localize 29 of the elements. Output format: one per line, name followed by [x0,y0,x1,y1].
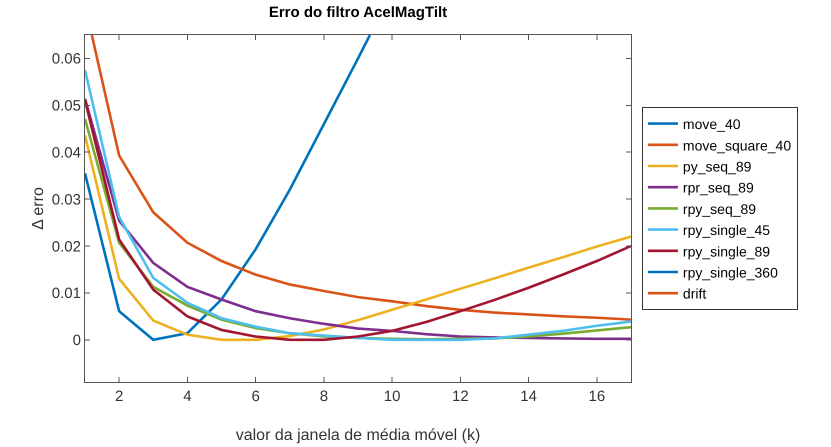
legend-label: rpy_single_89 [682,243,770,260]
y-axis-title: Δ erro [30,187,47,230]
line-series [85,35,372,342]
y-tick-label: 0.01 [52,285,81,302]
y-tick-label: 0 [72,332,81,350]
y-tick-label: 0.06 [52,50,81,68]
legend-label: rpy_seq_89 [682,200,756,217]
x-tick-label: 4 [183,388,192,405]
line-series [90,35,631,321]
x-tick-label: 8 [320,388,328,405]
chart-title: Erro do filtro AcelMagTilt [268,4,448,22]
y-tick-label: 0.03 [52,191,81,208]
y-tick-label: 0.04 [52,144,81,162]
x-tick-label: 2 [114,388,124,405]
y-tick-label: 0.02 [52,238,81,256]
x-tick-label: 14 [520,388,537,405]
x-tick-label: 12 [452,388,469,405]
legend-label: move_40 [682,116,741,132]
legend-label: rpy_single_360 [682,264,778,280]
legend-label: drift [682,286,706,302]
legend-label: rpy_single_45 [682,222,770,238]
y-tick-label: 0.05 [52,98,81,115]
legend-label: move_square_40 [682,137,792,154]
legend-label: py_seq_89 [682,158,752,174]
x-tick-label: 10 [384,388,400,405]
x-tick-label: 6 [251,388,260,405]
x-axis-title: valor da janela de média móvel (k) [236,427,480,444]
x-tick-label: 16 [588,388,606,405]
legend-label: rpr_seq_89 [682,180,754,196]
